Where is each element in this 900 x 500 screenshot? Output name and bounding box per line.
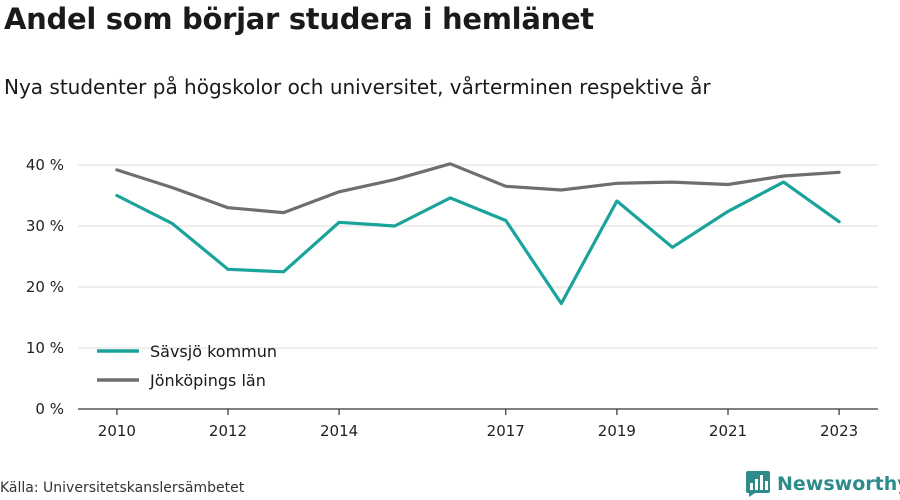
axes: 0 % 10 % 20 % 30 % 40 % 2010 2012 2014 2017 2019 2… — [26, 156, 878, 440]
gridlines — [78, 164, 878, 349]
series-line — [115, 162, 841, 215]
y-tick-label: 40 % — [26, 156, 64, 174]
series-line — [115, 180, 841, 306]
brand-name: Newsworthy — [777, 473, 900, 495]
x-tick-label: 2021 — [709, 422, 747, 440]
brand-logo: Newsworthy — [745, 470, 900, 498]
y-tick-label: 30 % — [26, 217, 64, 235]
y-tick-label: 10 % — [26, 339, 64, 357]
x-tick-label: 2012 — [209, 422, 247, 440]
legend: Sävsjö kommun Jönköpings län — [97, 342, 277, 390]
x-tick-label: 2010 — [98, 422, 136, 440]
x-tick-label: 2017 — [487, 422, 525, 440]
source-note: Källa: Universitetskanslersämbetet — [0, 480, 245, 496]
chart-subtitle: Nya studenter på högskolor och universit… — [4, 75, 711, 99]
bar-chart-logo-icon — [746, 471, 770, 497]
line-chart: 0 % 10 % 20 % 30 % 40 % 2010 2012 2014 2017 2019 2… — [26, 156, 878, 440]
legend-label: Jönköpings län — [149, 371, 266, 390]
y-tick-label: 20 % — [26, 278, 64, 296]
y-tick-label: 0 % — [35, 400, 64, 418]
legend-label: Sävsjö kommun — [150, 342, 277, 361]
chart-title: Andel som börjar studera i hemlänet — [4, 2, 594, 36]
x-tick-label: 2023 — [820, 422, 858, 440]
x-tick-label: 2019 — [598, 422, 636, 440]
x-tick-label: 2014 — [320, 422, 358, 440]
series-lines — [115, 162, 841, 306]
